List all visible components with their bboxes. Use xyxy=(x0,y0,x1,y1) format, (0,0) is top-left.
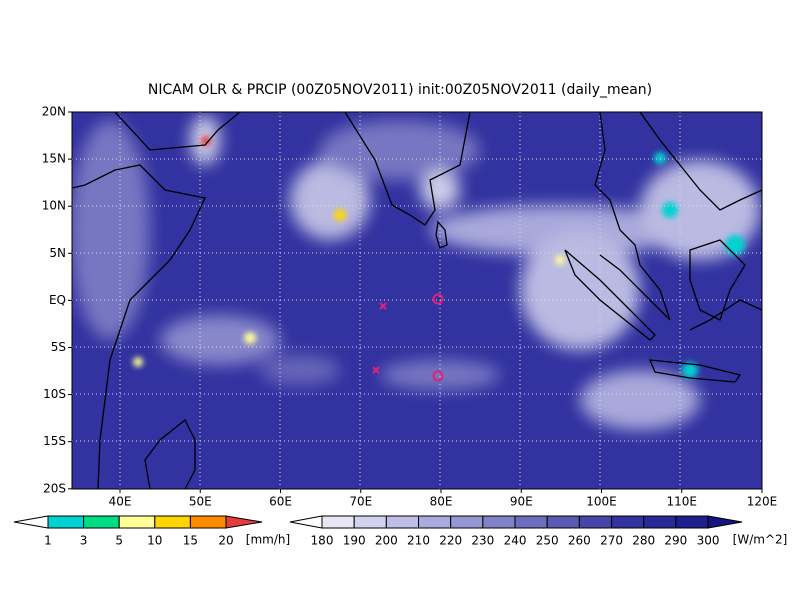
colorbar-label: 300 xyxy=(697,534,720,548)
lon-label: 80E xyxy=(430,495,453,509)
lat-label: 20S xyxy=(43,481,66,495)
colorbar-label: 260 xyxy=(568,534,591,548)
lat-label: 20N xyxy=(42,105,66,119)
map-title: NICAM OLR & PRCIP (00Z05NOV2011) init:00… xyxy=(148,82,652,98)
colorbar-label: 270 xyxy=(600,534,623,548)
colorbar-box xyxy=(83,515,120,529)
colorbar-box xyxy=(450,515,484,529)
colorbar-label: 3 xyxy=(80,534,88,548)
lon-label: 60E xyxy=(269,495,292,509)
lon-label: 40E xyxy=(109,495,132,509)
colorbar-box xyxy=(189,515,227,529)
colorbar-end xyxy=(225,515,263,529)
lat-label: 15N xyxy=(42,152,66,166)
colorbar-label: 280 xyxy=(632,534,655,548)
colorbar-box xyxy=(675,515,709,529)
lon-label: 120E xyxy=(747,495,778,509)
colorbar-label: 5 xyxy=(115,534,123,548)
colorbar-box xyxy=(385,515,420,529)
colorbar-end xyxy=(707,515,743,529)
colorbar-label: 290 xyxy=(664,534,687,548)
lat-label: 5N xyxy=(49,246,66,260)
colorbar-box xyxy=(321,515,355,529)
colorbar-box xyxy=(643,515,677,529)
colorbar-box xyxy=(514,515,548,529)
lat-label: 10N xyxy=(42,199,66,213)
map-field xyxy=(72,112,762,489)
colorbar-box xyxy=(154,515,191,529)
colorbar-label: 1 xyxy=(44,534,52,548)
colorbar-box xyxy=(611,515,645,529)
colorbar-unit: [W/m^2] xyxy=(733,533,788,547)
colorbar-unit: [mm/h] xyxy=(246,533,290,547)
lon-label: 90E xyxy=(510,495,533,509)
colorbar-label: 180 xyxy=(311,534,334,548)
colorbar-label: 210 xyxy=(407,534,430,548)
colorbar-box xyxy=(47,515,85,529)
colorbar-label: 220 xyxy=(439,534,462,548)
colorbar-box xyxy=(578,515,613,529)
colorbar-box xyxy=(546,515,580,529)
lat-label: 15S xyxy=(43,434,66,448)
colorbar-label: 240 xyxy=(504,534,527,548)
colorbar-label: 190 xyxy=(343,534,366,548)
colorbar-box xyxy=(118,515,156,529)
colorbar-label: 200 xyxy=(375,534,398,548)
lat-label: 10S xyxy=(43,387,66,401)
lon-label: 100E xyxy=(586,495,617,509)
lat-label: 5S xyxy=(51,340,66,354)
colorbar-box xyxy=(482,515,516,529)
colorbar-box xyxy=(418,515,452,529)
lat-label: EQ xyxy=(49,293,66,307)
storm-markers xyxy=(372,293,444,382)
colorbar-end xyxy=(289,515,323,529)
colorbar-label: 250 xyxy=(536,534,559,548)
lon-label: 110E xyxy=(667,495,698,509)
lon-label: 70E xyxy=(349,495,372,509)
colorbar-label: 15 xyxy=(183,534,198,548)
colorbar-label: 10 xyxy=(147,534,162,548)
colorbar-label: 20 xyxy=(218,534,233,548)
colorbar-end xyxy=(13,515,49,529)
colorbar-box xyxy=(353,515,387,529)
colorbar-label: 230 xyxy=(471,534,494,548)
lon-label: 50E xyxy=(189,495,212,509)
